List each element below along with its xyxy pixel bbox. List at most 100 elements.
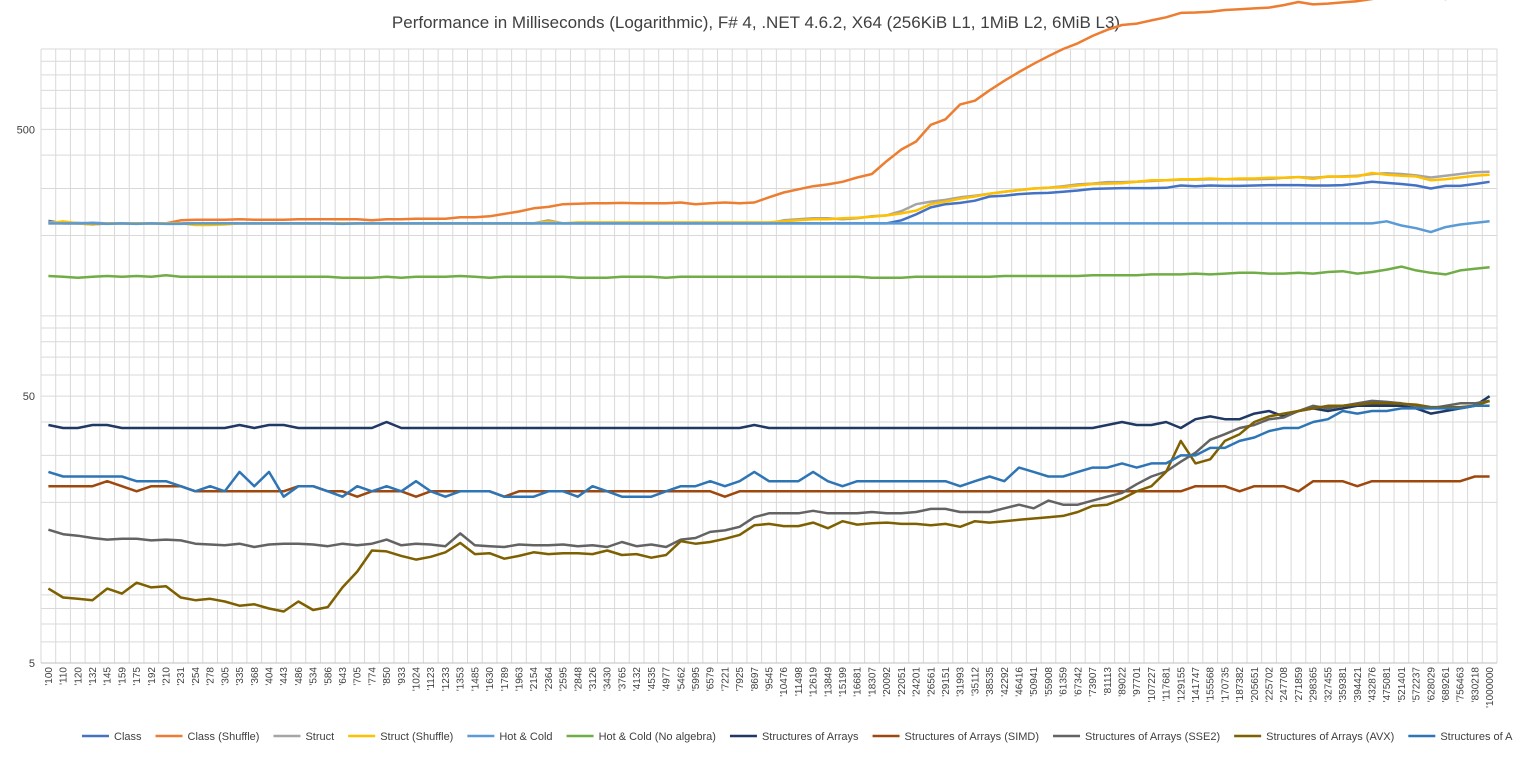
x-tick-label: '73907 [1088, 667, 1099, 697]
series-line-structures-of-arrays-avx [47, 399, 1490, 613]
x-tick-label: '159 [117, 667, 128, 686]
x-tick-label: '13849 [823, 667, 834, 697]
x-tick-label: '8697 [750, 667, 761, 692]
series-line-hot-cold-no-algebra [48, 265, 1490, 279]
legend-label: Structures of Arrays [762, 731, 859, 743]
x-tick-label: '643 [338, 667, 349, 686]
x-tick-label: '24201 [912, 667, 923, 697]
x-tick-label: '11498 [794, 667, 805, 696]
x-tick-label: '210 [162, 667, 173, 686]
x-tick-label: '1123 [426, 667, 437, 691]
x-tick-label: '5462 [676, 667, 687, 692]
x-tick-label: '187382 [1235, 667, 1246, 703]
x-tick-label: '486 [294, 667, 305, 686]
series-lines [47, 0, 1491, 613]
x-tick-label: '89022 [1117, 667, 1128, 697]
x-tick-label: '107227 [1147, 667, 1158, 703]
x-tick-label: '756463 [1456, 667, 1467, 703]
x-tick-label: '247708 [1279, 667, 1290, 703]
y-axis-tick-labels: 5 50 500 [17, 124, 35, 670]
x-tick-label: '534 [309, 667, 320, 686]
x-tick-label: '29151 [941, 667, 952, 697]
x-tick-label: '50941 [1029, 667, 1040, 697]
x-tick-label: '2364 [544, 667, 555, 692]
x-axis-tick-labels: '100 '110'120 '132 '145'159 '175 '192 '210'231… [44, 667, 1496, 708]
x-tick-label: '120 [73, 667, 84, 686]
x-tick-label: '586 [323, 667, 334, 686]
x-tick-label: '4535 [647, 667, 658, 692]
x-tick-label: '572237 [1412, 667, 1423, 703]
y-tick-label: 500 [17, 124, 35, 136]
x-tick-label: '26561 [926, 667, 937, 697]
x-tick-label: '170735 [1220, 667, 1231, 703]
x-tick-label: '1000000 [1485, 667, 1496, 708]
x-tick-label: '1353 [456, 667, 467, 692]
x-tick-label: '155568 [1206, 667, 1217, 703]
x-tick-label: '97701 [1132, 667, 1143, 697]
x-tick-label: '16681 [853, 667, 864, 697]
x-tick-label: '359381 [1338, 667, 1349, 703]
x-tick-label: '55908 [1044, 667, 1055, 697]
x-tick-label: '327455 [1323, 667, 1334, 703]
x-tick-label: '38535 [985, 667, 996, 697]
x-tick-label: '1233 [441, 667, 452, 692]
x-tick-label: '10476 [779, 667, 790, 697]
x-tick-label: '850 [382, 667, 393, 686]
x-tick-label: '394421 [1353, 667, 1364, 703]
x-tick-label: '192 [147, 667, 158, 686]
x-tick-label: '443 [279, 667, 290, 686]
x-tick-label: '404 [264, 667, 275, 686]
x-tick-label: '132 [88, 667, 99, 686]
x-tick-label: '81113 [1103, 667, 1114, 696]
x-tick-label: '3430 [603, 667, 614, 692]
series-line-hot-cold [48, 220, 1490, 234]
legend-label: Struct (Shuffle) [380, 731, 453, 743]
x-tick-label: '231 [176, 667, 187, 686]
x-tick-label: '2848 [573, 667, 584, 692]
x-tick-label: '31993 [956, 667, 967, 697]
x-tick-label: '12619 [809, 667, 820, 697]
x-tick-label: '933 [397, 667, 408, 686]
x-tick-label: '46416 [1015, 667, 1026, 697]
series-line-structures-of-arrays-simd [48, 475, 1490, 498]
x-tick-label: '368 [250, 667, 261, 686]
x-tick-label: '22051 [897, 667, 908, 697]
x-tick-label: '305 [220, 667, 231, 686]
x-tick-label: '1485 [470, 667, 481, 692]
x-tick-label: '35112 [970, 667, 981, 696]
y-tick-label: 50 [23, 391, 35, 403]
x-tick-label: '175 [132, 667, 143, 686]
x-tick-label: '628029 [1426, 667, 1437, 703]
legend-label: Structures of Arrays (SSE2) [1085, 731, 1220, 743]
x-tick-label: '3765 [617, 667, 628, 692]
x-tick-label: '129155 [1176, 667, 1187, 703]
legend-label: Hot & Cold [499, 731, 552, 743]
x-tick-label: '205651 [1250, 667, 1261, 703]
x-tick-label: '2154 [529, 667, 540, 692]
legend-label: Class (Shuffle) [188, 731, 260, 743]
x-tick-label: '271859 [1294, 667, 1305, 703]
x-tick-label: '298365 [1309, 667, 1320, 703]
series-line-structures-of-arrays [48, 395, 1491, 430]
x-tick-label: '1789 [500, 667, 511, 692]
x-tick-label: '4132 [632, 667, 643, 692]
x-tick-label: '145 [103, 667, 114, 686]
legend-label: Struct [305, 731, 334, 743]
x-tick-label: '9545 [765, 667, 776, 692]
x-tick-label: '20092 [882, 667, 893, 697]
x-tick-label: '15199 [838, 667, 849, 697]
x-tick-label: '110 [59, 667, 70, 685]
x-tick-label: '4977 [662, 667, 673, 692]
x-tick-label: '774 [367, 667, 378, 686]
x-tick-label: '254 [191, 667, 202, 686]
legend-label: Structures of Arrays (SIMD2) [1440, 731, 1513, 743]
x-tick-label: '1024 [412, 667, 423, 692]
x-tick-label: '3126 [588, 667, 599, 692]
x-tick-label: '2595 [559, 667, 570, 692]
x-tick-label: '7221 [720, 667, 731, 692]
x-tick-label: '117681 [1162, 667, 1173, 702]
x-tick-label: '7925 [735, 667, 746, 692]
x-tick-label: '141747 [1191, 667, 1202, 703]
series-line-structures-of-arrays-simd2 [48, 404, 1490, 498]
